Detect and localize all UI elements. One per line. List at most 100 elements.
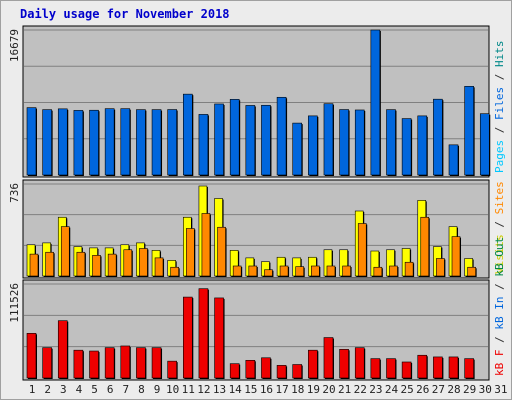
bar-kb-f — [261, 357, 271, 379]
bar-hits — [433, 98, 443, 176]
bar-sites — [123, 249, 133, 277]
bar-hits — [323, 103, 334, 176]
bar-kb-f — [323, 337, 334, 379]
ymax-label-kbytes: 111526 — [8, 283, 21, 323]
bar-sites — [186, 228, 195, 277]
x-tick-label: 10 — [166, 383, 179, 396]
x-tick-label: 24 — [385, 383, 399, 396]
bar-kb-f — [183, 296, 193, 379]
bar-sites — [29, 253, 39, 277]
bar-hits — [479, 113, 490, 176]
x-tick-label: 11 — [182, 383, 195, 396]
bar-hits — [370, 29, 381, 176]
bar-kb-f — [89, 350, 99, 379]
x-tick-label: 21 — [338, 383, 351, 396]
bar-sites — [76, 251, 86, 277]
x-tick-label: 3 — [60, 383, 67, 396]
bar-hits — [214, 103, 224, 176]
x-tick-label: 12 — [197, 383, 210, 396]
bar-kb-f — [229, 363, 240, 379]
x-tick-label: 27 — [432, 383, 445, 396]
bar-sites — [45, 251, 54, 277]
bar-hits — [292, 122, 303, 176]
x-tick-label: 18 — [291, 383, 304, 396]
bar-hits — [42, 109, 52, 176]
bar-hits — [261, 104, 271, 176]
bar-kb-f — [26, 333, 37, 379]
bar-kb-f — [464, 358, 474, 379]
bar-sites — [451, 236, 461, 277]
bar-hits — [308, 115, 318, 176]
bar-hits — [183, 93, 193, 176]
x-tick-label: 26 — [416, 383, 429, 396]
legend-entry: / — [493, 277, 506, 297]
bar-sites — [248, 265, 258, 277]
x-tick-label: 20 — [322, 383, 335, 396]
x-tick-label: 14 — [229, 383, 243, 396]
ymax-label-hits-files-pages: 16679 — [8, 29, 21, 62]
bar-hits — [417, 115, 428, 176]
bar-hits — [167, 109, 177, 176]
bar-kb-f — [308, 349, 318, 379]
x-tick-label: 2 — [44, 383, 51, 396]
legend-entry: Visits — [493, 234, 506, 274]
bar-kb-f — [136, 347, 146, 379]
bar-hits — [448, 144, 459, 176]
bar-sites — [357, 223, 367, 277]
x-tick-label: 31 — [494, 383, 507, 396]
bar-kb-f — [386, 358, 396, 379]
x-tick-label: 16 — [260, 383, 273, 396]
bar-hits — [339, 109, 349, 176]
bar-sites — [389, 265, 398, 277]
bar-sites — [342, 265, 351, 277]
bar-sites — [170, 266, 179, 277]
bar-hits — [245, 105, 256, 176]
bar-sites — [311, 265, 320, 277]
bar-hits — [89, 109, 99, 176]
bar-sites — [279, 265, 289, 277]
legend-hits-files-pages: Pages / Files / Hits — [493, 41, 506, 174]
x-tick-label: 25 — [400, 383, 413, 396]
bar-sites — [60, 226, 70, 277]
legend-visits-sites: Visits / Sites — [493, 181, 506, 274]
bar-sites — [139, 248, 148, 277]
bar-sites — [404, 261, 414, 277]
bar-hits — [136, 109, 146, 176]
x-tick-label: 28 — [447, 383, 460, 396]
x-tick-label: 15 — [244, 383, 257, 396]
bar-hits — [151, 109, 162, 176]
x-tick-label: 9 — [154, 383, 161, 396]
bar-hits — [386, 109, 396, 176]
bar-sites — [217, 226, 226, 277]
bar-kb-f — [370, 358, 381, 379]
bar-sites — [436, 258, 445, 277]
bar-hits — [276, 96, 287, 176]
bar-sites — [420, 216, 430, 277]
x-tick-label: 17 — [275, 383, 288, 396]
bar-hits — [104, 108, 115, 176]
bar-kb-f — [57, 320, 68, 379]
x-tick-label: 29 — [463, 383, 476, 396]
bar-kb-f — [339, 349, 349, 379]
x-tick-label: 19 — [307, 383, 320, 396]
bar-kb-f — [354, 347, 365, 379]
bar-kb-f — [292, 364, 303, 379]
bar-kb-f — [42, 347, 52, 379]
x-tick-label: 6 — [107, 383, 114, 396]
legend-kbytes: kB F / kB In / kB Out — [493, 237, 506, 376]
bar-hits — [73, 110, 84, 176]
legend-entry: / — [493, 330, 506, 350]
ymax-label-visits-sites: 736 — [8, 183, 21, 203]
bar-kb-f — [120, 345, 131, 379]
x-tick-label: 7 — [122, 383, 129, 396]
bar-sites — [107, 253, 117, 277]
legend-entry: kB In — [493, 297, 506, 330]
legend-entry: / — [493, 67, 506, 87]
bar-sites — [467, 266, 476, 277]
bar-hits — [26, 107, 37, 176]
x-tick-label: 4 — [76, 383, 83, 396]
bar-kb-f — [167, 360, 177, 379]
x-tick-label: 1 — [29, 383, 36, 396]
bar-hits — [354, 109, 365, 176]
